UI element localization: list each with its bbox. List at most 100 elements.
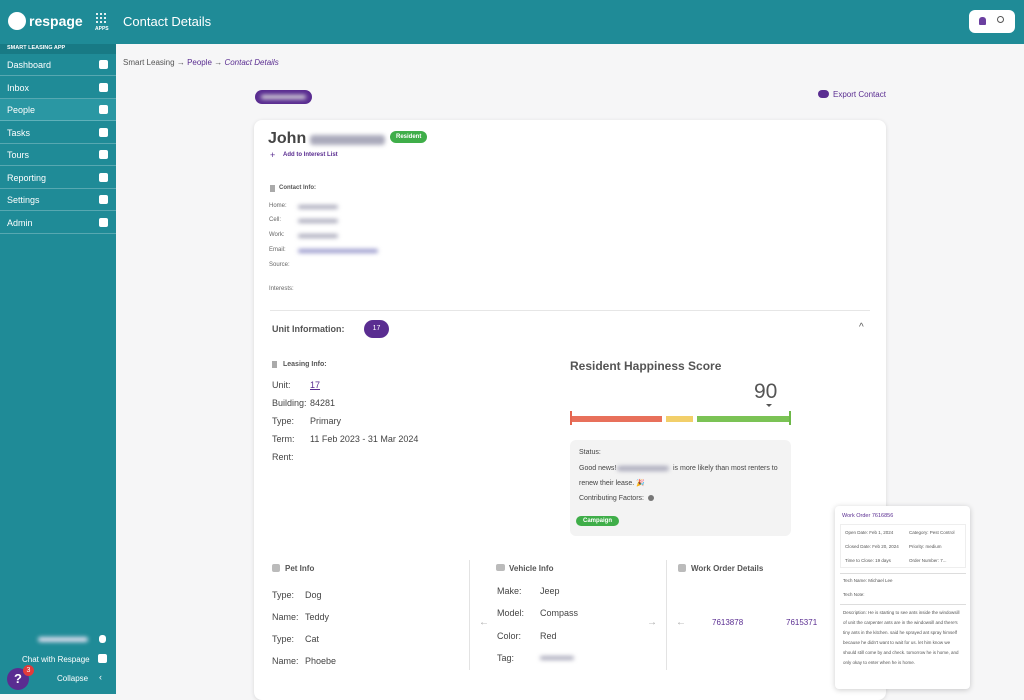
nav-icon[interactable] xyxy=(99,105,108,114)
contact-value-blurred xyxy=(298,249,378,253)
leasing-label: Building: xyxy=(272,398,307,408)
contact-card xyxy=(254,120,886,700)
leasing-label: Unit: xyxy=(272,380,291,390)
next-arrow[interactable]: → xyxy=(647,617,657,628)
nav-icon[interactable] xyxy=(99,127,108,137)
contact-field-label: Email: xyxy=(269,247,286,253)
work-order-title: Work Order Details xyxy=(691,564,764,573)
tech-note: Tech Note: xyxy=(843,592,865,597)
nav-item[interactable]: Tasks xyxy=(0,122,116,144)
description: Description: He is starting to see ants … xyxy=(843,610,960,665)
nav-icon[interactable] xyxy=(99,217,108,227)
factors-label: Contributing Factors: xyxy=(579,495,644,502)
info-icon[interactable] xyxy=(648,495,654,501)
vehicle-label: Make: xyxy=(497,586,522,596)
user-controls[interactable] xyxy=(969,10,1015,33)
export-link[interactable]: Export Contact xyxy=(833,90,886,99)
chat-icon[interactable] xyxy=(98,654,107,663)
status-message-start: Good news! xyxy=(579,465,617,472)
page-title: Contact Details xyxy=(123,14,212,29)
collapse-link[interactable]: Collapse xyxy=(57,674,89,683)
nav-item[interactable]: Tours xyxy=(0,144,116,166)
apps-icon[interactable] xyxy=(95,12,106,23)
popup-field: Priority: medium xyxy=(909,544,942,549)
nav-icon[interactable] xyxy=(99,150,108,159)
contact-value-blurred xyxy=(298,205,338,209)
breadcrumb: Smart Leasing → People → Contact Details xyxy=(123,58,279,67)
leasing-label: Term: xyxy=(272,434,295,444)
nav-icon[interactable] xyxy=(99,60,108,69)
plus-icon[interactable]: + xyxy=(270,150,276,160)
sidebar-section: SMART LEASING APP xyxy=(7,45,66,51)
vehicle-value-blurred xyxy=(540,655,574,660)
vehicle-value: Compass xyxy=(540,608,579,619)
add-interest-link[interactable]: Add to Interest List xyxy=(283,152,338,158)
work-order-link[interactable]: 7615371 xyxy=(786,618,818,627)
pet-value: Dog xyxy=(305,590,322,600)
nav-item[interactable]: People xyxy=(0,99,116,121)
prev-arrow[interactable]: ← xyxy=(479,617,489,628)
nav-icon[interactable] xyxy=(99,82,108,92)
nav-item[interactable]: Dashboard xyxy=(0,54,116,76)
name-blurred xyxy=(617,466,669,471)
popup-field: Open Date: Feb 1, 2024 xyxy=(845,530,894,535)
pet-label: Name: xyxy=(272,612,299,622)
popup-field: Category: Pest Control xyxy=(909,530,955,535)
apps-label[interactable]: APPS xyxy=(95,26,109,32)
nav-item[interactable]: Settings xyxy=(0,189,116,211)
leasing-value[interactable]: 17 xyxy=(310,380,321,390)
nav-item[interactable]: Reporting xyxy=(0,167,116,189)
search-icon[interactable] xyxy=(997,16,1004,23)
status-label: Status: xyxy=(579,449,601,456)
pet-value: Teddy xyxy=(305,612,330,622)
contact-field-label: Work: xyxy=(269,232,285,238)
nav-icon[interactable] xyxy=(99,195,108,204)
vehicle-label: Model: xyxy=(497,608,525,619)
leasing-value: 84281 xyxy=(310,398,336,408)
user-icon[interactable] xyxy=(979,17,986,25)
collapse-icon[interactable]: ‹ xyxy=(99,672,102,682)
nav-icon[interactable] xyxy=(99,172,108,182)
popup-title: Work Order 7616856 xyxy=(842,513,894,519)
export-icon[interactable] xyxy=(818,90,829,98)
help-badge: 3 xyxy=(23,665,34,676)
breadcrumb-item[interactable]: People xyxy=(187,58,212,67)
unit-title: Unit Information: xyxy=(272,324,345,334)
chat-link[interactable]: Chat with Respage xyxy=(22,655,90,664)
pet-value: Cat xyxy=(305,634,320,644)
pet-label: Type: xyxy=(272,590,295,600)
status-badge: Resident xyxy=(390,131,428,143)
nav-item[interactable]: Inbox xyxy=(0,77,116,99)
contact-icon xyxy=(270,185,275,192)
pet-label: Type: xyxy=(272,634,295,644)
vehicle-value: Jeep xyxy=(540,586,560,596)
logo: respage xyxy=(29,13,83,29)
collapse-chevron[interactable]: ^ xyxy=(859,322,864,333)
contact-field-label: Home: xyxy=(269,203,287,209)
popup-field: Closed Date: Feb 20, 2024 xyxy=(845,544,899,549)
user-name-blurred xyxy=(38,637,88,642)
contact-first-name: John xyxy=(268,130,307,147)
contact-value-blurred xyxy=(298,219,338,223)
vehicle-label: Tag: xyxy=(497,652,515,663)
work-order-popup xyxy=(835,506,970,689)
sidebar xyxy=(0,44,116,694)
status-message-end: is more likely than most renters to xyxy=(673,465,778,472)
prev-arrow[interactable]: ← xyxy=(676,617,686,628)
happiness-title: Resident Happiness Score xyxy=(570,359,722,373)
work-order-link[interactable]: 7613878 xyxy=(712,618,744,627)
nav-item[interactable]: Admin xyxy=(0,212,116,234)
property-tag xyxy=(255,90,312,104)
leasing-value: 11 Feb 2023 - 31 Mar 2024 xyxy=(310,434,419,444)
vehicle-label: Color: xyxy=(497,630,522,641)
leasing-label: Type: xyxy=(272,416,295,426)
leasing-title: Leasing Info: xyxy=(283,361,327,368)
tech-name: Tech Name: Michael Lee xyxy=(843,578,893,583)
top-bar xyxy=(0,0,1024,44)
breadcrumb-item[interactable]: Smart Leasing xyxy=(123,58,175,67)
contact-field-label: Source: xyxy=(269,262,290,268)
happiness-score: 90 xyxy=(754,380,778,403)
breadcrumb-current: Contact Details xyxy=(224,58,279,67)
